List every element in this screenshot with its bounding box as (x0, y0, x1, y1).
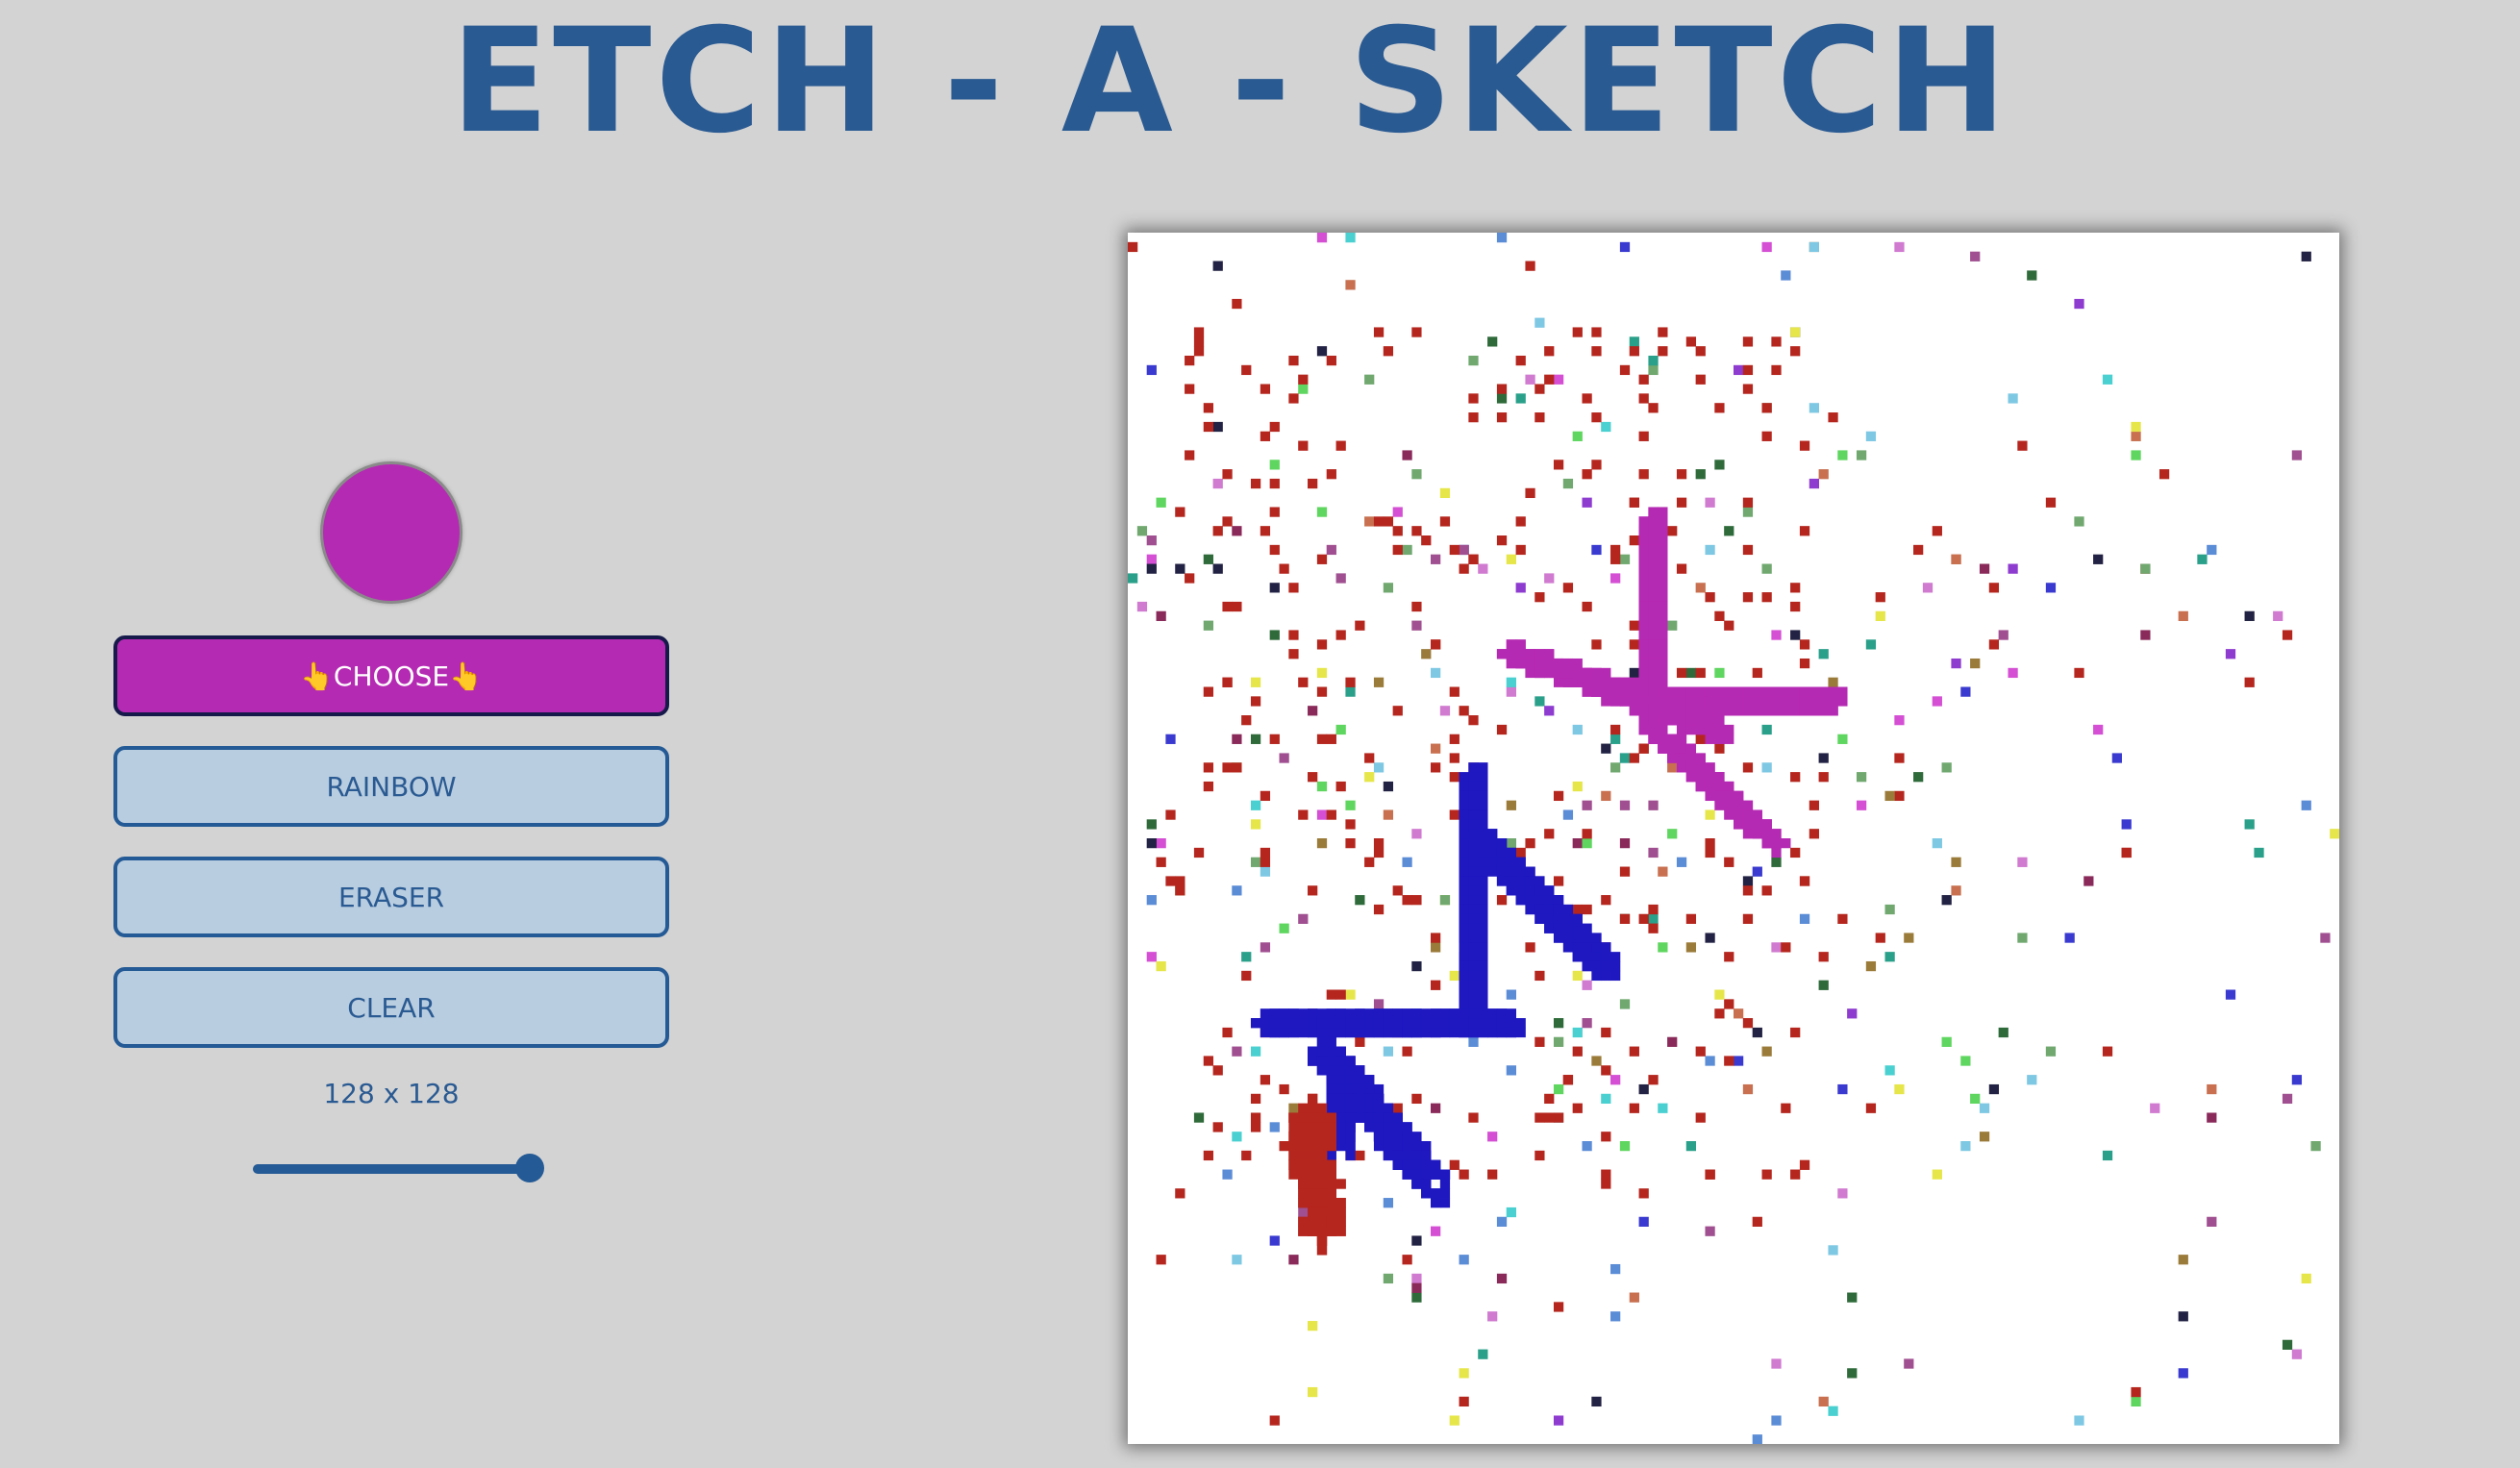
eraser-button[interactable]: ERASER (113, 857, 669, 937)
sketch-board[interactable] (1128, 233, 2339, 1444)
page-title: ETCH - A - SKETCH (450, 0, 2011, 165)
slider-track (253, 1164, 530, 1174)
controls-panel: 👆CHOOSE👆 RAINBOW ERASER CLEAR 128 x 128 (113, 452, 669, 1182)
rainbow-button[interactable]: RAINBOW (113, 746, 669, 827)
slider-thumb[interactable] (515, 1154, 544, 1182)
color-picker-swatch[interactable] (320, 461, 462, 604)
grid-size-slider[interactable] (253, 1154, 544, 1182)
grid-size-label: 128 x 128 (323, 1078, 460, 1109)
clear-button[interactable]: CLEAR (113, 967, 669, 1048)
sketch-grid[interactable] (1128, 233, 2339, 1444)
choose-color-button[interactable]: 👆CHOOSE👆 (113, 635, 669, 716)
